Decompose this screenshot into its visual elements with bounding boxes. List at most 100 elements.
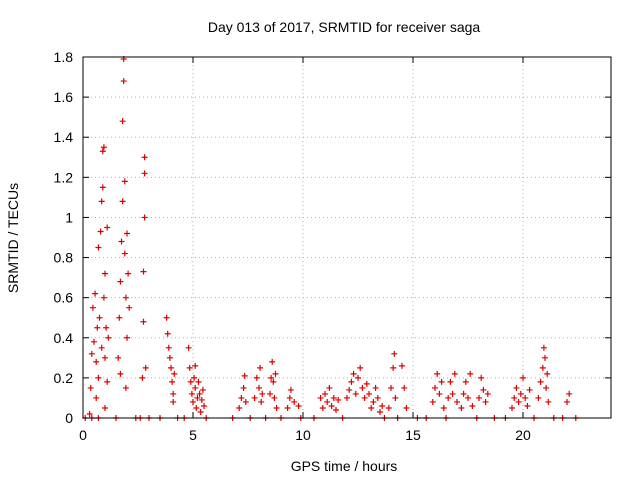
data-point (403, 404, 410, 411)
data-point (467, 370, 474, 377)
data-point (478, 374, 485, 381)
chart-title: Day 013 of 2017, SRMTID for receiver sag… (208, 19, 481, 35)
data-point (328, 402, 335, 409)
data-point (284, 404, 291, 411)
y-tick-label: 0.4 (54, 330, 74, 346)
data-point (124, 230, 130, 237)
data-point (256, 384, 262, 391)
data-point (317, 394, 324, 401)
data-point (361, 394, 368, 401)
data-point (126, 304, 133, 311)
data-point (524, 402, 531, 409)
data-point (513, 384, 520, 391)
data-point (352, 390, 359, 397)
data-point (271, 394, 278, 401)
data-point (251, 394, 258, 401)
data-point (359, 384, 366, 391)
data-point (484, 390, 491, 397)
y-tick-label: 1.8 (54, 49, 74, 65)
data-point (89, 304, 96, 311)
data-point (545, 398, 552, 405)
grid-lines (83, 57, 611, 418)
y-tick-label: 0.6 (54, 290, 74, 306)
data-point (543, 384, 550, 391)
data-point (438, 378, 445, 385)
data-point (170, 390, 177, 397)
y-tick-label: 0.2 (54, 370, 74, 386)
data-point (268, 374, 275, 381)
data-point (440, 404, 447, 411)
data-point (434, 370, 441, 377)
data-point (460, 390, 467, 397)
data-point (102, 404, 108, 411)
data-point (272, 370, 279, 377)
data-point (164, 330, 171, 337)
data-point (542, 354, 548, 361)
data-point (374, 394, 381, 401)
data-point (241, 372, 248, 379)
data-point (526, 386, 533, 393)
data-point (116, 314, 123, 321)
data-point (169, 378, 176, 385)
data-point (273, 404, 280, 411)
data-point (322, 390, 328, 397)
data-point (170, 398, 177, 405)
data-point (370, 398, 377, 405)
data-point (86, 410, 93, 417)
data-point (242, 398, 249, 405)
data-point (142, 364, 149, 371)
data-point (165, 344, 172, 351)
data-point (95, 374, 102, 381)
data-point (140, 268, 147, 275)
data-point (199, 386, 206, 393)
data-point (390, 364, 397, 371)
y-axis-label: SRMTID / TECUs (5, 183, 21, 293)
data-point (544, 370, 551, 377)
data-point (399, 362, 405, 369)
y-tick-label: 1.2 (54, 169, 74, 185)
data-point (166, 354, 173, 361)
data-point (88, 350, 95, 357)
data-point (458, 404, 465, 411)
data-point (93, 394, 100, 401)
data-point (236, 404, 243, 411)
data-point (163, 314, 170, 321)
data-point (540, 344, 547, 351)
data-point (449, 390, 456, 397)
data-point (117, 278, 124, 285)
data-point (482, 398, 489, 405)
data-point (99, 148, 106, 155)
data-point (122, 384, 129, 391)
data-point (102, 354, 108, 361)
data-point (330, 394, 337, 401)
x-axis-label: GPS time / hours (291, 458, 398, 474)
data-point (368, 404, 375, 411)
data-point (118, 238, 125, 245)
data-point (476, 394, 482, 401)
data-point (139, 374, 146, 381)
data-point (454, 398, 460, 405)
data-point (515, 398, 522, 405)
data-point (98, 344, 105, 351)
data-point (564, 398, 570, 405)
data-point (201, 402, 207, 409)
data-point (537, 378, 544, 385)
data-point (87, 384, 94, 391)
data-point (197, 408, 204, 415)
data-point (333, 406, 339, 413)
data-point (194, 394, 201, 401)
plot-frame (82, 56, 612, 419)
data-point (100, 144, 107, 151)
data-point (192, 384, 199, 391)
data-point (469, 402, 476, 409)
data-point (192, 362, 199, 369)
data-point (94, 324, 101, 331)
x-tick-label: 5 (189, 427, 197, 443)
data-points (82, 56, 579, 421)
data-point (253, 374, 260, 381)
data-point (445, 394, 452, 401)
data-point (258, 398, 265, 405)
data-point (240, 384, 247, 391)
data-point (102, 270, 108, 277)
